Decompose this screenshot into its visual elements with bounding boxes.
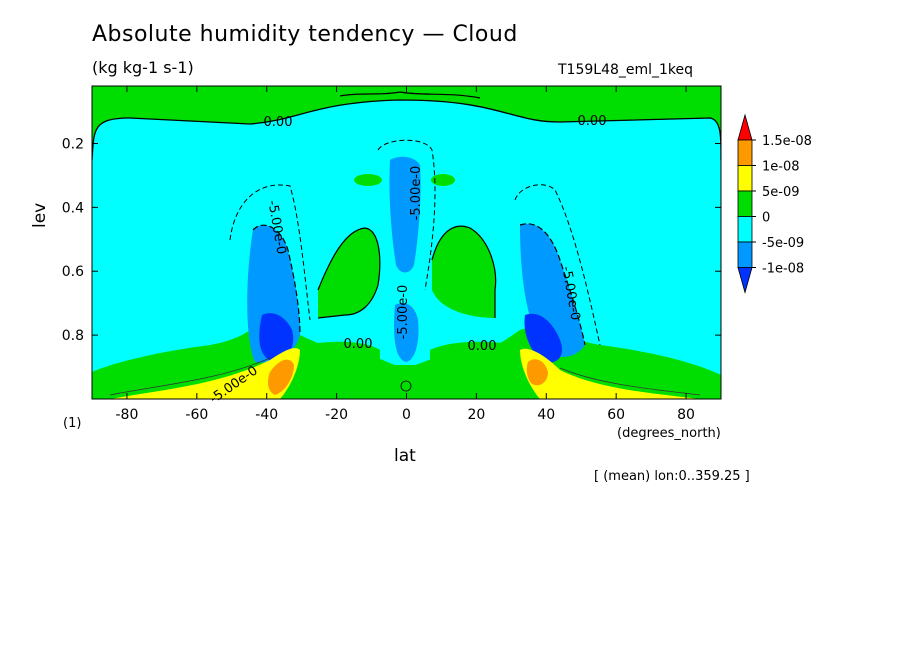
- contour-label: -5.00e-0: [396, 285, 411, 340]
- colorbar-top-arrow: [738, 115, 752, 140]
- colorbar-label: 1.5e-08: [762, 134, 812, 149]
- y-tick-label: 0.4: [62, 200, 84, 216]
- x-tick-label: 40: [537, 407, 555, 423]
- x-tick-label: 80: [677, 407, 695, 423]
- field-green-dot-w: [354, 174, 382, 186]
- colorbar-label: -1e-08: [762, 262, 804, 277]
- x-tick-label: 20: [467, 407, 485, 423]
- colorbar-segment: [738, 166, 752, 192]
- colorbar-label: 1e-08: [762, 160, 800, 175]
- y-tick-label: 0.8: [62, 328, 84, 344]
- contour-label: 0.00: [578, 114, 607, 129]
- contour-label: 0.00: [264, 115, 293, 130]
- x-tick-label: -80: [116, 407, 139, 423]
- x-tick-label: 60: [607, 407, 625, 423]
- colorbar-label: -5e-09: [762, 236, 804, 251]
- colorbar-label: 0: [762, 211, 770, 226]
- colorbar-label: 5e-09: [762, 185, 800, 200]
- contour-label: -5.00e-0: [409, 166, 424, 221]
- contour-field: [92, 86, 721, 399]
- colorbar-segment: [738, 140, 752, 166]
- colorbar-segment: [738, 217, 752, 243]
- x-tick-label: -40: [255, 407, 278, 423]
- x-tick-label: 0: [402, 407, 411, 423]
- colorbar-segment: [738, 242, 752, 268]
- colorbar: 1.5e-08 1e-08 5e-09 0 -5e-09 -1e-08: [738, 115, 812, 293]
- contour-label: 0.00: [468, 339, 497, 354]
- y-tick-label: 0.2: [62, 136, 84, 152]
- contour-label: 0.00: [344, 337, 373, 352]
- x-tick-label: -20: [325, 407, 348, 423]
- colorbar-bottom-arrow: [738, 268, 752, 293]
- colorbar-segment: [738, 191, 752, 217]
- y-tick-label: 0.6: [62, 264, 84, 280]
- x-tick-label: -60: [185, 407, 208, 423]
